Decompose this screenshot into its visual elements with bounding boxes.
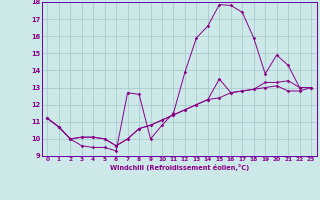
X-axis label: Windchill (Refroidissement éolien,°C): Windchill (Refroidissement éolien,°C) (109, 164, 249, 171)
